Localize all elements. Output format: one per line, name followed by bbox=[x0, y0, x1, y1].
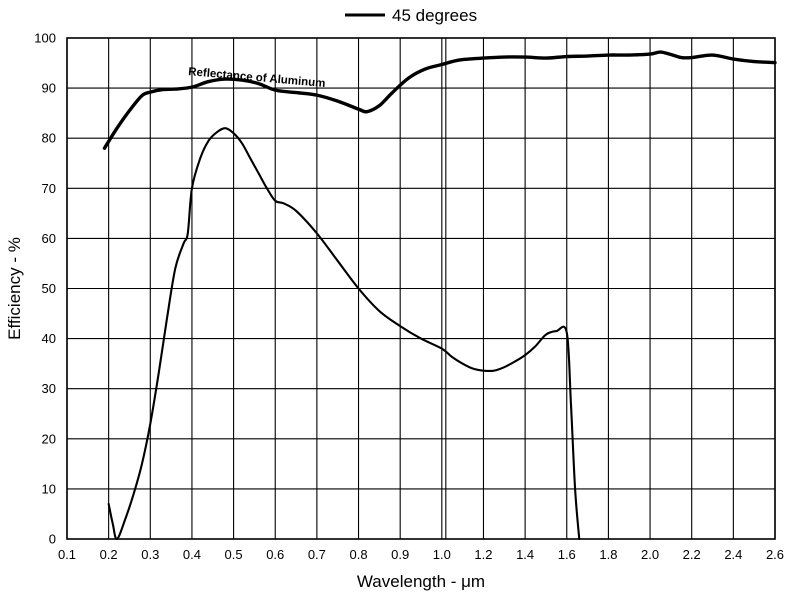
x-tick-label-0.3: 0.3 bbox=[141, 547, 159, 562]
x-tick-label-1.2: 1.2 bbox=[474, 547, 492, 562]
x-tick-label-1.6: 1.6 bbox=[558, 547, 576, 562]
x-tick-label-1.4: 1.4 bbox=[516, 547, 534, 562]
x-tick-label-0.1: 0.1 bbox=[58, 547, 76, 562]
y-tick-label-80: 80 bbox=[42, 131, 56, 146]
y-tick-label-70: 70 bbox=[42, 181, 56, 196]
x-tick-label-2.6: 2.6 bbox=[766, 547, 784, 562]
y-tick-label-0: 0 bbox=[49, 532, 56, 547]
x-tick-label-2.2: 2.2 bbox=[683, 547, 701, 562]
x-tick-label-2.4: 2.4 bbox=[724, 547, 742, 562]
y-axis-title: Efficiency - % bbox=[5, 237, 24, 340]
x-tick-label-1.8: 1.8 bbox=[599, 547, 617, 562]
y-tick-label-40: 40 bbox=[42, 331, 56, 346]
x-tick-label-0.6: 0.6 bbox=[266, 547, 284, 562]
tick-labels: 0.1 0.2 0.3 0.4 0.5 0.6 0.7 0.8 0.9 1.0 1.2 1.4 1.6 1… bbox=[34, 31, 784, 563]
y-tick-label-100: 100 bbox=[34, 31, 56, 46]
x-tick-label-0.7: 0.7 bbox=[308, 547, 326, 562]
y-tick-label-20: 20 bbox=[42, 431, 56, 446]
series-lines bbox=[102, 50, 777, 541]
plot-frame bbox=[66, 37, 776, 540]
series-line-45-degrees bbox=[107, 127, 581, 541]
y-tick-label-10: 10 bbox=[42, 481, 56, 496]
x-tick-label-0.4: 0.4 bbox=[183, 547, 201, 562]
y-tick-label-60: 60 bbox=[42, 231, 56, 246]
y-tick-label-90: 90 bbox=[42, 81, 56, 96]
x-axis-title: Wavelength - μm bbox=[357, 572, 485, 591]
legend-label-45-degrees: 45 degrees bbox=[392, 6, 477, 25]
series-line-reflectance-of-aluminum bbox=[102, 50, 777, 150]
x-tick-label-0.8: 0.8 bbox=[349, 547, 367, 562]
x-tick-label-2.0: 2.0 bbox=[641, 547, 659, 562]
x-tick-label-0.9: 0.9 bbox=[391, 547, 409, 562]
y-tick-label-50: 50 bbox=[42, 281, 56, 296]
x-tick-label-0.2: 0.2 bbox=[100, 547, 118, 562]
x-tick-label-1.0: 1.0 bbox=[433, 547, 451, 562]
legend: 45 degrees bbox=[345, 6, 477, 25]
y-tick-label-30: 30 bbox=[42, 381, 56, 396]
x-tick-label-0.5: 0.5 bbox=[225, 547, 243, 562]
